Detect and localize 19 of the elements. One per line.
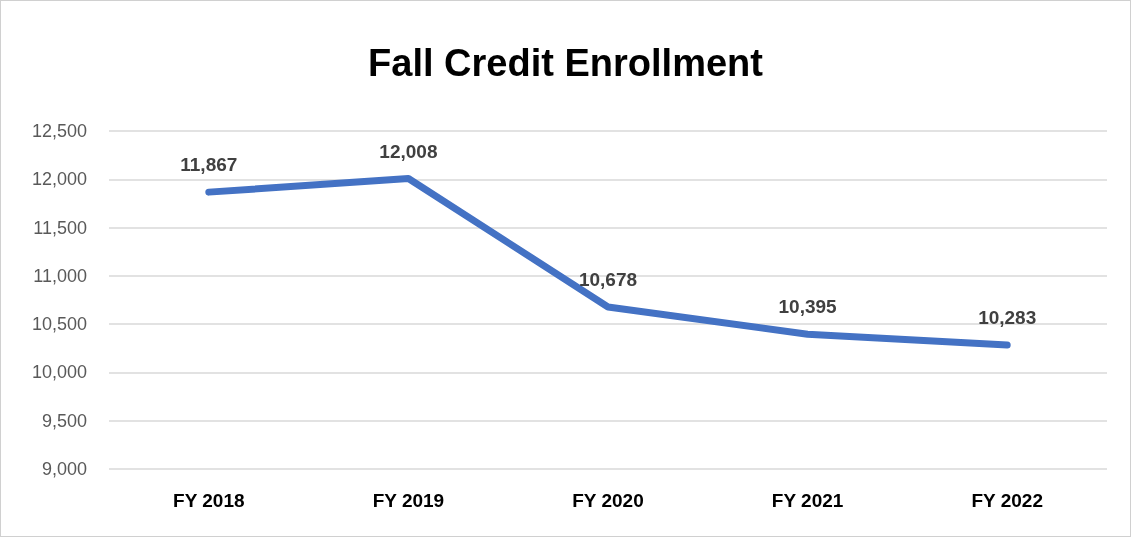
data-label: 10,678 [578,268,638,290]
y-tick-label: 9,500 [41,410,87,431]
x-tick-label: FY 2019 [372,490,445,511]
chart-title: Fall Credit Enrollment [368,42,764,84]
y-tick-label: 12,000 [31,169,87,190]
y-tick-label: 12,500 [31,121,87,141]
y-tick-label: 11,500 [33,217,87,238]
x-tick-label: FY 2018 [173,490,245,511]
data-label: 10,395 [778,296,838,318]
data-label: 11,867 [180,154,238,176]
y-tick-label: 9,000 [41,459,87,479]
x-tick-label: FY 2020 [572,490,644,511]
x-tick-label: FY 2022 [971,490,1043,511]
y-tick-label: 10,500 [31,314,87,335]
y-tick-label: 11,000 [33,265,87,286]
y-tick-label: 10,000 [31,362,87,383]
x-tick-label: FY 2021 [771,490,844,511]
data-label: 12,008 [379,140,438,162]
data-label: 10,283 [978,307,1037,329]
